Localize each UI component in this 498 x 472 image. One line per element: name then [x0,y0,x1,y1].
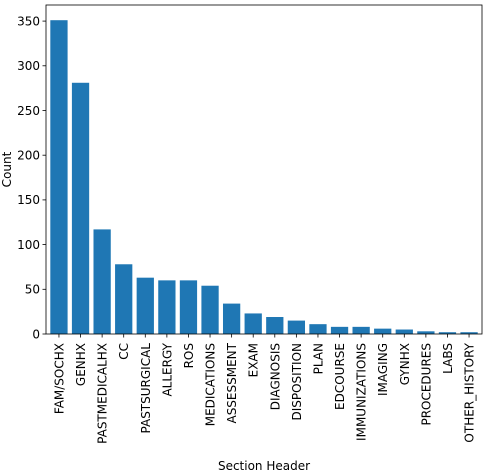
x-tick-label: ALLERGY [160,342,174,396]
y-tick-label: 200 [17,148,40,162]
y-tick-label: 100 [17,238,40,252]
y-tick-label: 0 [32,327,40,341]
x-tick-label: MEDICATIONS [204,343,218,426]
bar-plan [309,324,327,334]
x-tick-label: OTHER_HISTORY [463,342,477,442]
axes-frame [45,4,483,335]
bars-group [50,20,478,334]
y-tick-label: 350 [17,14,40,28]
x-tick-label: IMAGING [376,343,390,396]
x-tick-label: ROS [182,343,196,368]
bar-procedures [417,331,435,334]
x-tick-label: PROCEDURES [419,343,433,426]
x-tick-label: GENHX [74,343,88,386]
bar-other-history [460,332,478,334]
bar-diagnosis [266,317,284,334]
x-tick-label: IMMUNIZATIONS [355,343,369,441]
x-tick-label: DIAGNOSIS [268,343,282,410]
x-tick-label: PASTMEDICALHX [96,343,110,444]
bar-pastsurgical [136,277,154,334]
x-tick-label: GYNHX [398,343,412,385]
x-tick-label: PASTSURGICAL [139,343,153,434]
bar-labs [438,332,457,334]
y-tick-label: 150 [17,193,40,207]
bar-edcourse [330,326,349,334]
y-tick-label: 50 [25,283,40,297]
bar-imaging [374,328,392,334]
y-tick-label: 300 [17,59,40,73]
x-tick-label: EXAM [247,343,261,377]
bar-gynhx [395,329,413,334]
x-axis-ticks: FAM/SOCHX GENHX PASTMEDICALHX CC PASTSURGICA… [52,334,477,444]
x-tick-label: LABS [441,343,455,374]
bar-medications [201,285,219,334]
bar-pastmedicalhx [93,229,111,334]
bar-genhx [71,82,90,334]
x-axis-label: Section Header [218,459,310,472]
bar-cc [115,264,133,334]
y-tick-label: 250 [17,104,40,118]
x-tick-label: ASSESSMENT [225,342,239,423]
bar-immunizations [352,326,370,334]
x-tick-label: FAM/SOCHX [52,343,66,414]
bar-disposition [287,320,306,334]
bar-assessment [222,303,241,334]
bar-exam [244,313,262,334]
x-tick-label: EDCOURSE [333,343,347,410]
y-axis-label: Count [0,151,14,187]
x-tick-label: PLAN [311,343,325,374]
bar-allergy [158,280,176,334]
x-tick-label: DISPOSITION [290,343,304,421]
x-tick-label: CC [117,343,131,360]
bar-ros [179,280,198,334]
bar-fam-sochx [50,20,68,334]
y-axis-ticks: 0 50 100 150 200 250 300 350 [17,14,46,341]
